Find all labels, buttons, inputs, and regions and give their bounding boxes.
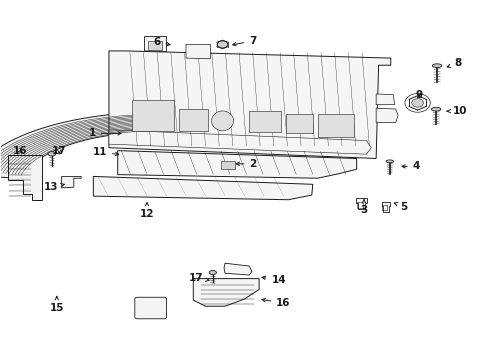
Text: 4: 4 [401,161,419,171]
Polygon shape [0,112,148,179]
Text: 12: 12 [140,203,154,219]
Text: 9: 9 [415,90,422,100]
Text: 1: 1 [88,129,121,138]
Bar [285,114,312,134]
Bar [249,111,281,132]
Text: 17: 17 [188,273,209,283]
Polygon shape [185,44,210,59]
Bar [178,109,207,131]
Polygon shape [193,279,259,306]
Polygon shape [355,198,366,210]
Text: 17: 17 [52,146,66,156]
Polygon shape [375,108,397,123]
Bar [148,41,161,50]
Text: 11: 11 [92,147,119,157]
Ellipse shape [211,111,233,131]
Text: 16: 16 [13,146,27,156]
Polygon shape [381,202,389,212]
Text: 7: 7 [232,36,256,46]
Text: 10: 10 [446,106,467,116]
Text: 5: 5 [393,202,407,212]
Polygon shape [8,155,42,200]
Polygon shape [109,130,370,154]
Ellipse shape [386,160,393,163]
Circle shape [411,99,423,107]
Bar [132,100,173,131]
Polygon shape [144,37,166,51]
Polygon shape [93,176,312,200]
Text: 16: 16 [262,298,290,308]
Ellipse shape [430,107,440,111]
Ellipse shape [209,271,216,274]
Ellipse shape [217,41,227,48]
Text: 2: 2 [236,159,256,169]
FancyBboxPatch shape [135,297,166,319]
Polygon shape [118,150,356,178]
Ellipse shape [431,64,441,68]
Ellipse shape [48,152,56,156]
Bar [356,202,362,208]
Text: 15: 15 [49,297,64,312]
Bar [381,205,386,211]
Text: 13: 13 [43,182,64,192]
Polygon shape [375,94,394,105]
Bar [317,114,353,137]
Text: 14: 14 [262,275,285,285]
Bar [221,161,234,169]
Text: 3: 3 [360,199,367,215]
Text: 6: 6 [153,37,170,47]
Text: 8: 8 [446,58,461,68]
Polygon shape [109,51,390,158]
Polygon shape [224,263,251,275]
Polygon shape [61,176,81,188]
